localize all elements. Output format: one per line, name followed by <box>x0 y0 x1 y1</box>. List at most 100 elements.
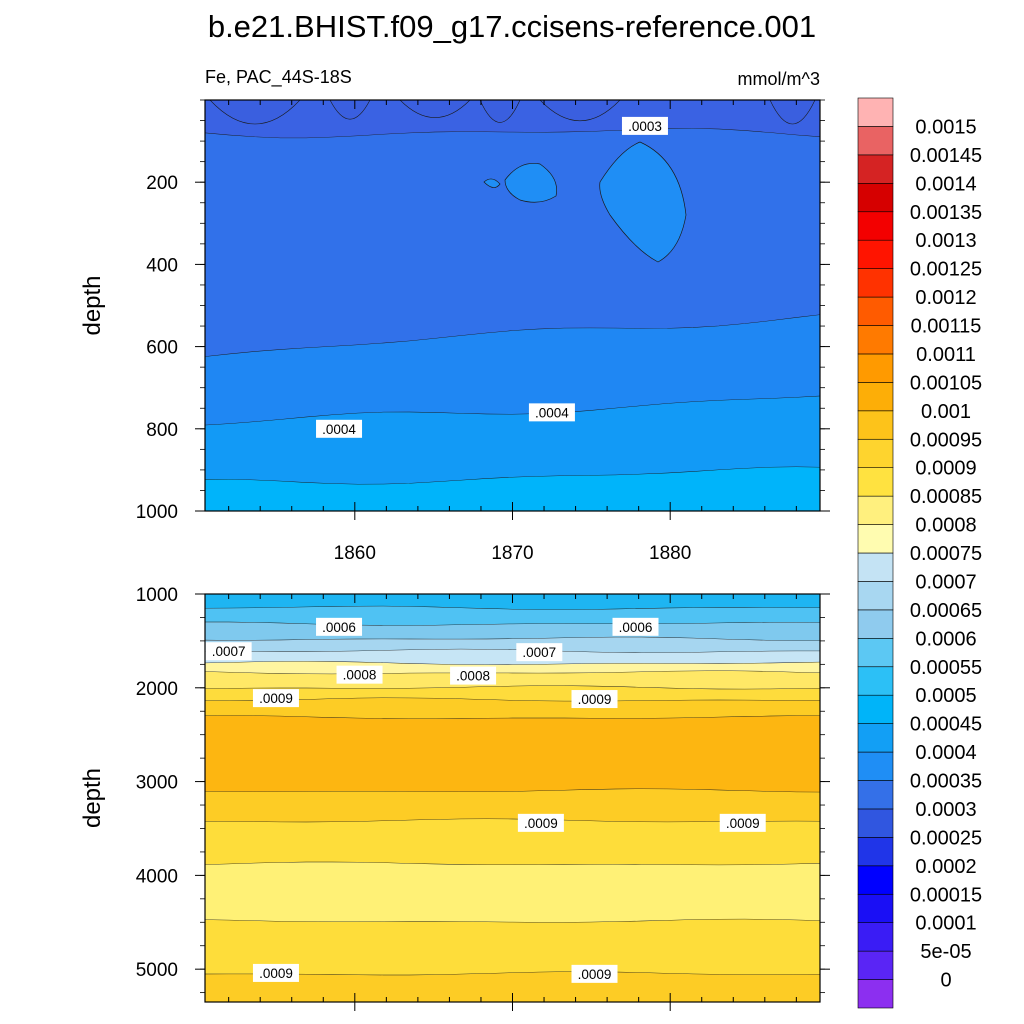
colorbar-box-2 <box>857 922 894 952</box>
lower-contour-label-box <box>719 813 766 832</box>
lower-contour-label-box <box>612 617 659 636</box>
upper-dark-patch-0 <box>209 100 301 125</box>
colorbar-level-label: 0.0008 <box>915 515 976 537</box>
y-tick-label: 200 <box>146 173 178 194</box>
colorbar-box-22 <box>857 353 894 383</box>
upper-contour-label: .0004 <box>535 405 569 420</box>
lower-band-7 <box>205 685 820 702</box>
lower-contour-label: .0006 <box>322 620 356 635</box>
colorbar-level-label: 0.0013 <box>915 230 976 252</box>
colorbar-level-label: 0.0003 <box>915 799 976 821</box>
lower-contour-label: .0007 <box>522 645 556 660</box>
lower-band-8 <box>205 698 820 719</box>
colorbar-box-10 <box>857 694 894 724</box>
upper-y-axis: 200 400 600 800 1000 <box>136 99 830 523</box>
lower-contour-label: .0009 <box>578 692 612 707</box>
upper-contour-bands <box>205 100 820 511</box>
lower-band-4 <box>205 649 820 665</box>
colorbar-level-label: 0.0015 <box>915 116 976 138</box>
colorbar-box-27 <box>857 211 894 241</box>
colorbar-level-label: 0 <box>940 970 951 992</box>
colorbar-level-label: 0.0004 <box>915 742 976 764</box>
colorbar-box-8 <box>857 751 894 781</box>
lower-band-12 <box>205 862 820 923</box>
colorbar-box-13 <box>857 609 894 639</box>
colorbar-level-label: 0.00085 <box>910 486 982 508</box>
y-tick-label: 400 <box>146 255 178 276</box>
x-tick-label: 1870 <box>491 543 533 564</box>
lower-contour-label: .0009 <box>578 967 612 982</box>
colorbar-box-29 <box>857 154 894 184</box>
lower-contour-label-box <box>571 964 618 983</box>
lower-contour-label: .0009 <box>524 816 558 831</box>
lower-band-3 <box>205 637 820 653</box>
upper-panel: .0003 .0004 .0004 1860 1870 1880 200 400 600 800 1… <box>79 99 830 564</box>
colorbar-level-label: 0.00045 <box>910 714 982 736</box>
colorbar-level-label: 0.00095 <box>910 429 982 451</box>
lower-contour-label: .0009 <box>726 816 760 831</box>
colorbar-box-5 <box>857 837 894 867</box>
lower-contour-label-box <box>517 813 564 832</box>
upper-light-patch-2 <box>483 178 501 188</box>
colorbar-level-label: 0.00135 <box>910 202 982 224</box>
colorbar-level-label: 0.0001 <box>915 913 976 935</box>
lower-band-2 <box>205 622 820 641</box>
lower-x-axis <box>228 594 797 1011</box>
lower-contour-label-box <box>252 689 299 708</box>
upper-contour-label: .0003 <box>628 119 662 134</box>
y-tick-label: 1000 <box>136 502 178 523</box>
colorbar-level-label: 0.00035 <box>910 771 982 793</box>
colorbar-level-label: 0.0012 <box>915 287 976 309</box>
colorbar-box-12 <box>857 638 894 668</box>
colorbar-box-24 <box>857 296 894 326</box>
lower-band-13 <box>205 919 820 976</box>
colorbar-level-label: 0.00015 <box>910 884 982 906</box>
y-tick-label: 800 <box>146 420 178 441</box>
colorbar-box-25 <box>857 268 894 298</box>
y-tick-label: 5000 <box>136 960 178 981</box>
lower-panel: .0006 .0006 .0007 .0007 .0008 .0008 .0009 .0009… <box>79 585 830 1011</box>
colorbar-box-18 <box>857 467 894 497</box>
colorbar-box-3 <box>857 893 894 923</box>
colorbar-level-label: 0.0005 <box>915 685 976 707</box>
colorbar-box-31 <box>857 97 894 127</box>
lower-contour-label-box <box>336 665 383 684</box>
colorbar-level-label: 0.00055 <box>910 657 982 679</box>
colorbar-level-label: 0.00145 <box>910 145 982 167</box>
colorbar-box-7 <box>857 780 894 810</box>
upper-contour-label: .0004 <box>322 422 356 437</box>
lower-contour-label: .0009 <box>259 691 293 706</box>
colorbar-box-23 <box>857 325 894 355</box>
colorbar-level-label: 0.00075 <box>910 543 982 565</box>
colorbar-box-30 <box>857 126 894 156</box>
lower-band-9 <box>205 715 820 793</box>
colorbar-box-16 <box>857 524 894 554</box>
colorbar-level-label: 0.0009 <box>915 458 976 480</box>
lower-contour-label: .0006 <box>619 620 653 635</box>
lower-y-axis: 1000 2000 3000 4000 5000 <box>136 585 830 994</box>
upper-contour-label-box <box>316 419 363 438</box>
colorbar-box-19 <box>857 438 894 468</box>
x-tick-label: 1860 <box>334 543 376 564</box>
colorbar-box-15 <box>857 552 894 582</box>
upper-y-axis-title: depth <box>79 275 106 335</box>
units-label: mmol/m^3 <box>738 69 820 89</box>
colorbar-level-label: 5e-05 <box>920 941 971 963</box>
y-tick-label: 600 <box>146 338 178 359</box>
lower-contour-label: .0008 <box>456 669 490 684</box>
colorbar-box-21 <box>857 382 894 412</box>
lower-contour-label: .0008 <box>343 668 377 683</box>
colorbar-level-label: 0.00125 <box>910 259 982 281</box>
colorbar-box-20 <box>857 410 894 440</box>
colorbar-box-26 <box>857 239 894 269</box>
colorbar-box-17 <box>857 495 894 525</box>
y-tick-label: 2000 <box>136 679 178 700</box>
lower-band-11 <box>205 819 820 866</box>
lower-band-14 <box>205 971 820 1002</box>
y-tick-label: 3000 <box>136 773 178 794</box>
colorbar-box-6 <box>857 808 894 838</box>
colorbar-box-0 <box>857 979 894 1009</box>
colorbar: 0 5e-05 0.0001 0.00015 0.0002 0.00025 0.0003 0.… <box>857 97 982 1009</box>
colorbar-box-28 <box>857 183 894 213</box>
